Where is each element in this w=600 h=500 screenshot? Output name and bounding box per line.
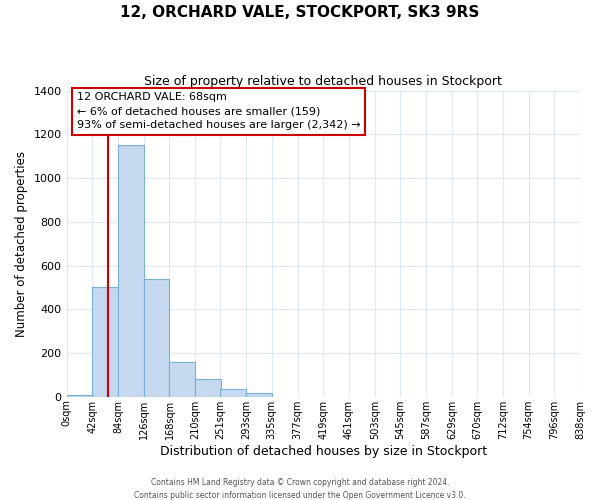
- Bar: [169, 362, 195, 397]
- Text: 12, ORCHARD VALE, STOCKPORT, SK3 9RS: 12, ORCHARD VALE, STOCKPORT, SK3 9RS: [121, 5, 479, 20]
- Bar: [144, 278, 169, 397]
- Bar: [246, 393, 272, 397]
- Bar: [118, 145, 144, 397]
- Title: Size of property relative to detached houses in Stockport: Size of property relative to detached ho…: [145, 75, 502, 88]
- X-axis label: Distribution of detached houses by size in Stockport: Distribution of detached houses by size …: [160, 444, 487, 458]
- Bar: [220, 389, 246, 397]
- Text: 12 ORCHARD VALE: 68sqm
← 6% of detached houses are smaller (159)
93% of semi-det: 12 ORCHARD VALE: 68sqm ← 6% of detached …: [77, 92, 361, 130]
- Bar: [195, 379, 221, 397]
- Text: Contains HM Land Registry data © Crown copyright and database right 2024.
Contai: Contains HM Land Registry data © Crown c…: [134, 478, 466, 500]
- Bar: [67, 394, 92, 397]
- Y-axis label: Number of detached properties: Number of detached properties: [15, 150, 28, 336]
- Bar: [92, 288, 118, 397]
